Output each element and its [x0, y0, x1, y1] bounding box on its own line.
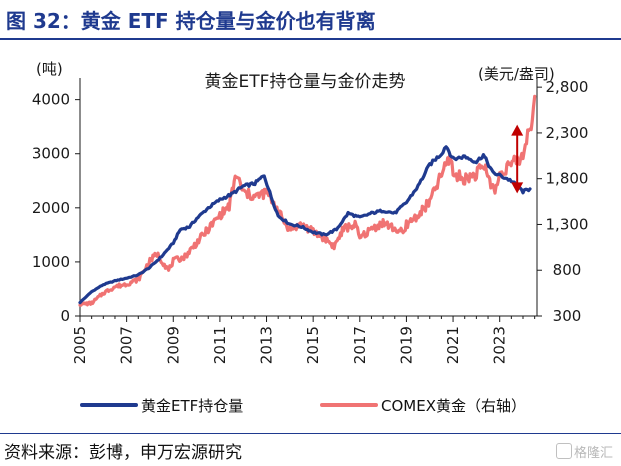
y-right-tick-label: 2,800 — [546, 78, 589, 96]
x-tick-label: 2017 — [351, 326, 369, 364]
y-left-tick-label: 3000 — [32, 145, 70, 163]
title-rule — [0, 38, 621, 40]
figure-title-bar: 图 32：黄金 ETF 持仓量与金价也有背离 — [0, 0, 621, 38]
x-tick-label: 2011 — [211, 326, 229, 364]
watermark: 格隆汇 — [555, 442, 613, 461]
divergence-arrow-head-up — [511, 124, 524, 136]
series-line-etf-holdings — [78, 145, 532, 305]
source-note: 资料来源：彭博，申万宏源研究 — [4, 443, 242, 463]
legend-label-comex-gold: COMEX黄金（右轴） — [381, 397, 526, 415]
watermark-text: 格隆汇 — [573, 446, 613, 461]
x-tick-label: 2015 — [304, 326, 322, 364]
figure-title: 图 32：黄金 ETF 持仓量与金价也有背离 — [6, 8, 376, 33]
divergence-arrow-head-down — [511, 182, 524, 194]
y-right-tick-label: 1,800 — [546, 170, 589, 188]
y-left-tick-label: 4000 — [32, 91, 70, 109]
x-tick-label: 2007 — [118, 326, 136, 364]
y-left-tick-label: 0 — [60, 307, 70, 325]
y-right-tick-label: 800 — [553, 261, 582, 279]
legend-label-etf-holdings: 黄金ETF持仓量 — [141, 397, 243, 415]
chart-title: 黄金ETF持仓量与金价走势 — [205, 72, 406, 92]
y-left-tick-label: 1000 — [32, 253, 70, 271]
y-right-tick-label: 1,300 — [546, 215, 589, 233]
x-tick-label: 2021 — [444, 326, 462, 364]
y-left-tick-label: 2000 — [32, 199, 70, 217]
chart-canvas: 黄金ETF持仓量与金价走势 (吨) (美元/盎司) 0 1000 2000 3000 4… — [32, 60, 589, 415]
bottom-rule — [0, 433, 621, 434]
watermark-logo-icon — [555, 443, 572, 459]
x-tick-label: 2009 — [164, 326, 182, 364]
series-layer — [78, 94, 537, 307]
series-line-comex-gold — [78, 94, 537, 307]
y-right-unit-label: (美元/盎司) — [478, 65, 555, 83]
x-tick-label: 2019 — [397, 326, 415, 364]
y-right-tick-label: 2,300 — [546, 124, 589, 142]
y-right-tick-label: 300 — [553, 307, 582, 325]
annotation-layer — [511, 124, 524, 194]
x-tick-label: 2005 — [71, 326, 89, 364]
x-tick-label: 2023 — [491, 326, 509, 364]
y-left-unit-label: (吨) — [36, 60, 63, 78]
legend: 黄金ETF持仓量 COMEX黄金（右轴） — [80, 397, 526, 415]
x-tick-label: 2013 — [258, 326, 276, 364]
axes: 0 1000 2000 3000 4000 300 800 1,300 1,800 2,300 2,… — [32, 78, 589, 364]
